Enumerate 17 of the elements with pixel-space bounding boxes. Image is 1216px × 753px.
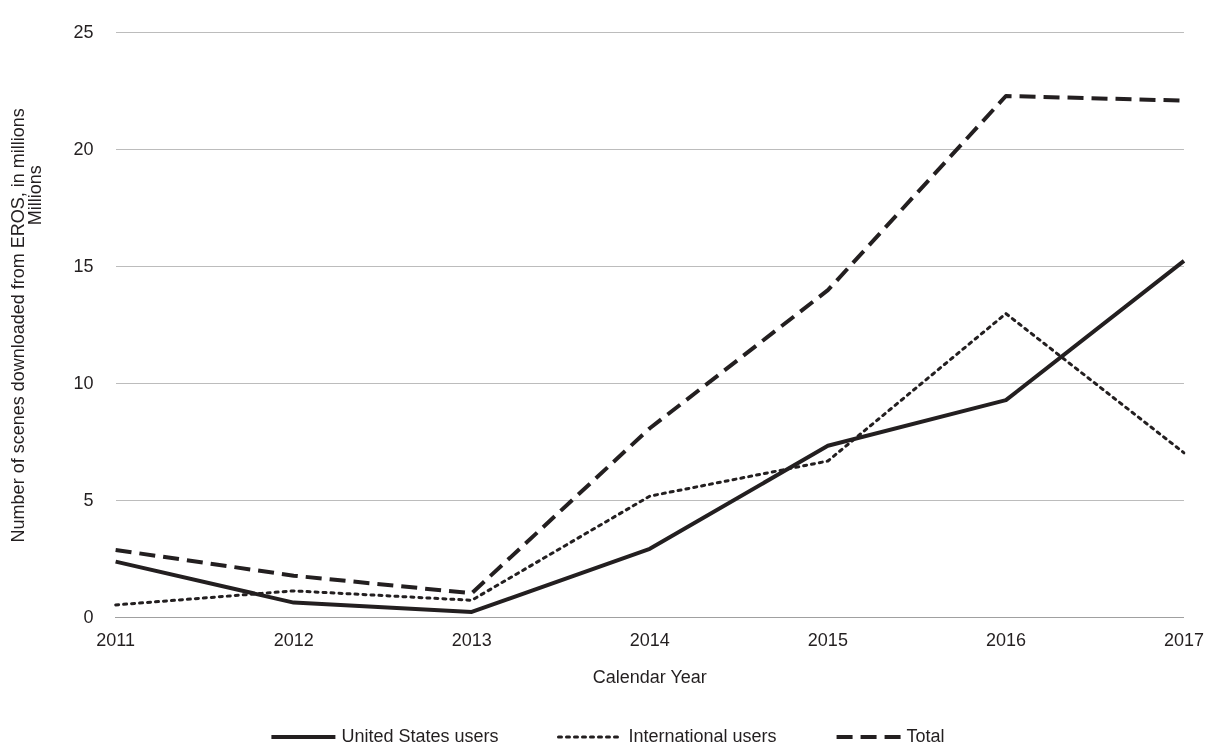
y-tick-label: 20 xyxy=(73,138,94,159)
x-tick-label: 2016 xyxy=(985,629,1026,650)
x-tick-label: 2013 xyxy=(451,629,492,650)
x-axis-title: Calendar Year xyxy=(592,667,707,688)
x-tick-label: 2015 xyxy=(807,629,848,650)
legend-label: International users xyxy=(628,725,777,746)
x-tick-label: 2012 xyxy=(273,629,314,650)
y-tick-label: 0 xyxy=(83,606,94,627)
x-tick-label: 2014 xyxy=(629,629,670,650)
y-tick-label: 10 xyxy=(73,372,94,393)
y-tick-label: 25 xyxy=(73,21,94,42)
x-tick-label: 2017 xyxy=(1163,629,1204,650)
legend-label: United States users xyxy=(341,725,499,746)
y-tick-label: 15 xyxy=(73,255,94,276)
legend-label: Total xyxy=(906,725,945,746)
y-tick-label: 5 xyxy=(83,489,94,510)
x-tick-label: 2011 xyxy=(96,629,135,650)
